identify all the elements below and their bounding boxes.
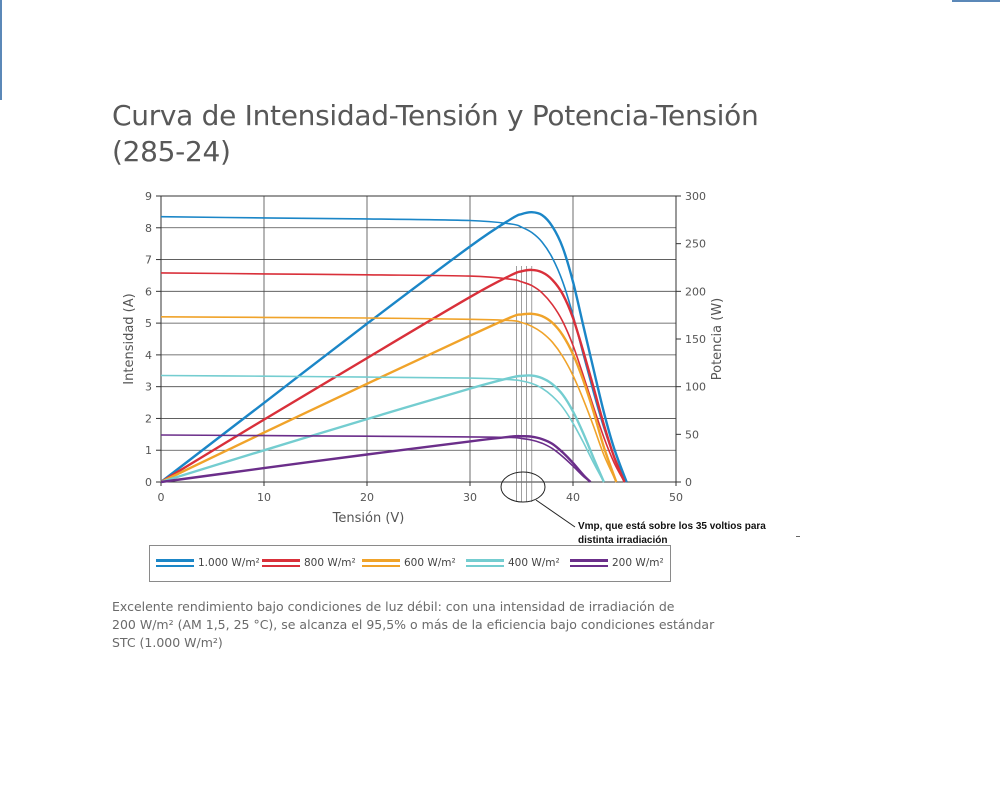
pv-curve-3 bbox=[160, 374, 606, 484]
legend-label-1000: 1.000 W/m² bbox=[198, 557, 260, 569]
footer-line-3: STC (1.000 W/m²) bbox=[112, 635, 223, 650]
y2-tick-label: 300 bbox=[685, 190, 706, 203]
chart-legend: 1.000 W/m² 800 W/m² 600 W/m² 400 W/m² 20… bbox=[149, 545, 671, 582]
y2-tick-label: 250 bbox=[685, 238, 706, 251]
y-tick-label: 3 bbox=[145, 381, 152, 394]
y2-tick-label: 50 bbox=[685, 428, 699, 441]
y-tick-label: 6 bbox=[145, 285, 152, 298]
legend-swatch-200 bbox=[570, 559, 608, 569]
y-tick-label: 7 bbox=[145, 254, 152, 267]
legend-label-600: 600 W/m² bbox=[404, 557, 456, 569]
title-line-1: Curva de Intensidad-Tensión y Potencia-T… bbox=[112, 99, 759, 132]
footer-line-2: 200 W/m² (AM 1,5, 25 °C), se alcanza el … bbox=[112, 617, 715, 632]
y2-tick-label: 150 bbox=[685, 333, 706, 346]
iv-curve-0 bbox=[160, 215, 628, 483]
y-tick-label: 8 bbox=[145, 222, 152, 235]
vmp-pointer-line bbox=[535, 499, 576, 528]
x-tick-label: 0 bbox=[158, 491, 165, 504]
chart-title: Curva de Intensidad-Tensión y Potencia-T… bbox=[112, 98, 759, 170]
x-axis-label: Tensión (V) bbox=[332, 511, 405, 526]
legend-swatch-800 bbox=[262, 559, 300, 569]
pv-curve-1 bbox=[160, 268, 626, 484]
vmp-ellipse bbox=[500, 471, 546, 503]
iv-curve-4 bbox=[160, 434, 592, 483]
x-tick-label: 10 bbox=[257, 491, 271, 504]
stray-mark bbox=[796, 536, 800, 537]
vmp-annotation: Vmp, que está sobre los 35 voltios para … bbox=[578, 520, 766, 548]
x-tick-label: 30 bbox=[463, 491, 477, 504]
legend-label-200: 200 W/m² bbox=[612, 557, 664, 569]
x-tick-label: 50 bbox=[669, 491, 683, 504]
y-axis-label: Intensidad (A) bbox=[122, 293, 137, 384]
y-tick-label: 1 bbox=[145, 444, 152, 457]
x-tick-label: 40 bbox=[566, 491, 580, 504]
y2-tick-label: 100 bbox=[685, 381, 706, 394]
y-tick-label: 5 bbox=[145, 317, 152, 330]
y2-tick-label: 0 bbox=[685, 476, 692, 489]
iv-curve-2 bbox=[160, 316, 618, 483]
iv-curve-3 bbox=[160, 374, 605, 483]
y-tick-label: 9 bbox=[145, 190, 152, 203]
pv-curve-0 bbox=[160, 210, 628, 483]
legend-swatch-600 bbox=[362, 559, 400, 569]
legend-swatch-1000 bbox=[156, 559, 194, 569]
footer-note: Excelente rendimiento bajo condiciones d… bbox=[112, 598, 732, 652]
legend-label-800: 800 W/m² bbox=[304, 557, 356, 569]
legend-swatch-400 bbox=[466, 559, 504, 569]
vmp-annotation-line-1: Vmp, que está sobre los 35 voltios para bbox=[578, 521, 766, 532]
title-line-2: (285-24) bbox=[112, 135, 231, 168]
window-edge bbox=[0, 0, 2, 100]
vmp-annotation-line-2: distinta irradiación bbox=[578, 535, 668, 546]
y2-axis-label: Potencia (W) bbox=[710, 298, 725, 381]
legend-label-400: 400 W/m² bbox=[508, 557, 560, 569]
y-tick-label: 4 bbox=[145, 349, 152, 362]
x-tick-label: 20 bbox=[360, 491, 374, 504]
pv-curve-2 bbox=[160, 312, 618, 484]
footer-line-1: Excelente rendimiento bajo condiciones d… bbox=[112, 599, 675, 614]
iv-curve-1 bbox=[160, 272, 626, 483]
y-tick-label: 0 bbox=[145, 476, 152, 489]
y2-tick-label: 200 bbox=[685, 285, 706, 298]
pv-curve-4 bbox=[160, 434, 592, 484]
corner-mark bbox=[952, 0, 1000, 2]
y-tick-label: 2 bbox=[145, 412, 152, 425]
